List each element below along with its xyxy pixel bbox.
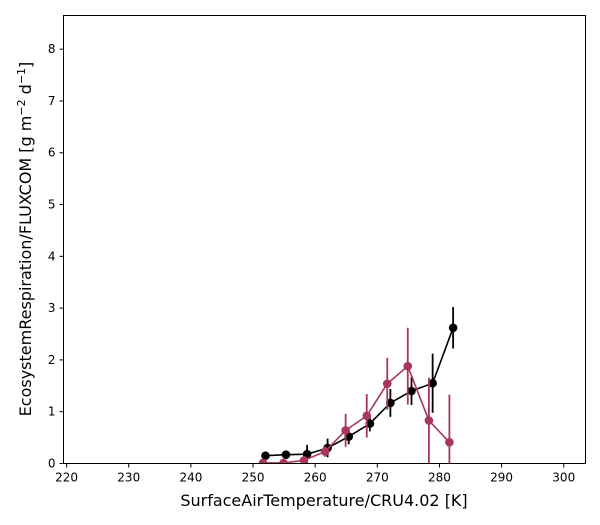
y-tick-label: 0	[48, 457, 56, 471]
series-1	[261, 307, 458, 464]
data-point	[407, 386, 416, 396]
x-tick-label: 270	[366, 471, 389, 485]
plot-frame	[63, 15, 586, 464]
x-tick-label: 240	[179, 471, 202, 485]
data-point	[279, 458, 288, 464]
y-axis-label-sup1: −2	[15, 99, 28, 115]
y-tick-label: 4	[48, 249, 56, 263]
x-tick-label: 260	[304, 471, 327, 485]
series-2	[258, 327, 454, 464]
data-point	[341, 426, 350, 435]
data-point	[362, 411, 372, 421]
x-tick-label: 220	[55, 471, 78, 485]
plot-area	[258, 307, 458, 464]
series-line	[262, 364, 450, 464]
y-axis-label-prefix: EcosystemRespiration/FLUXCOM [g m	[16, 116, 35, 417]
data-point	[299, 456, 309, 464]
y-tick-label: 1	[48, 405, 56, 419]
y-tick-label: 3	[48, 301, 56, 315]
x-tick-label: 290	[490, 471, 513, 485]
data-point	[386, 398, 395, 408]
data-point	[448, 323, 458, 333]
data-point	[320, 447, 330, 456]
y-axis-label: EcosystemRespiration/FLUXCOM [g m−2 d−1]	[15, 62, 35, 417]
y-axis-label-suffix: ]	[16, 62, 35, 68]
y-tick-label: 6	[48, 146, 56, 160]
data-point	[428, 378, 437, 388]
x-tick-label: 230	[117, 471, 140, 485]
y-axis-label-sup2: −1	[15, 68, 28, 84]
y-tick-label: 7	[48, 94, 56, 108]
data-point	[382, 379, 392, 389]
x-axis: 220 230 240 250 260 270 280 290 300	[55, 463, 575, 485]
data-point	[445, 437, 454, 447]
x-tick-label: 250	[242, 471, 265, 485]
data-point	[258, 458, 268, 464]
data-point	[365, 419, 375, 428]
data-point	[403, 361, 413, 371]
y-tick-label: 2	[48, 353, 56, 367]
y-axis-label-mid: d	[16, 84, 35, 99]
data-point	[261, 451, 270, 461]
x-axis-label: SurfaceAirTemperature/CRU4.02 [K]	[180, 491, 467, 510]
y-tick-label: 5	[48, 198, 56, 212]
x-tick-label: 300	[552, 471, 575, 485]
y-tick-label: 8	[48, 42, 56, 56]
y-axis: 0 1 2 3 4 5 6 7 8	[48, 42, 64, 471]
data-point	[281, 450, 291, 459]
x-tick-label: 280	[428, 471, 451, 485]
series-line	[265, 327, 454, 457]
data-point	[424, 416, 434, 425]
